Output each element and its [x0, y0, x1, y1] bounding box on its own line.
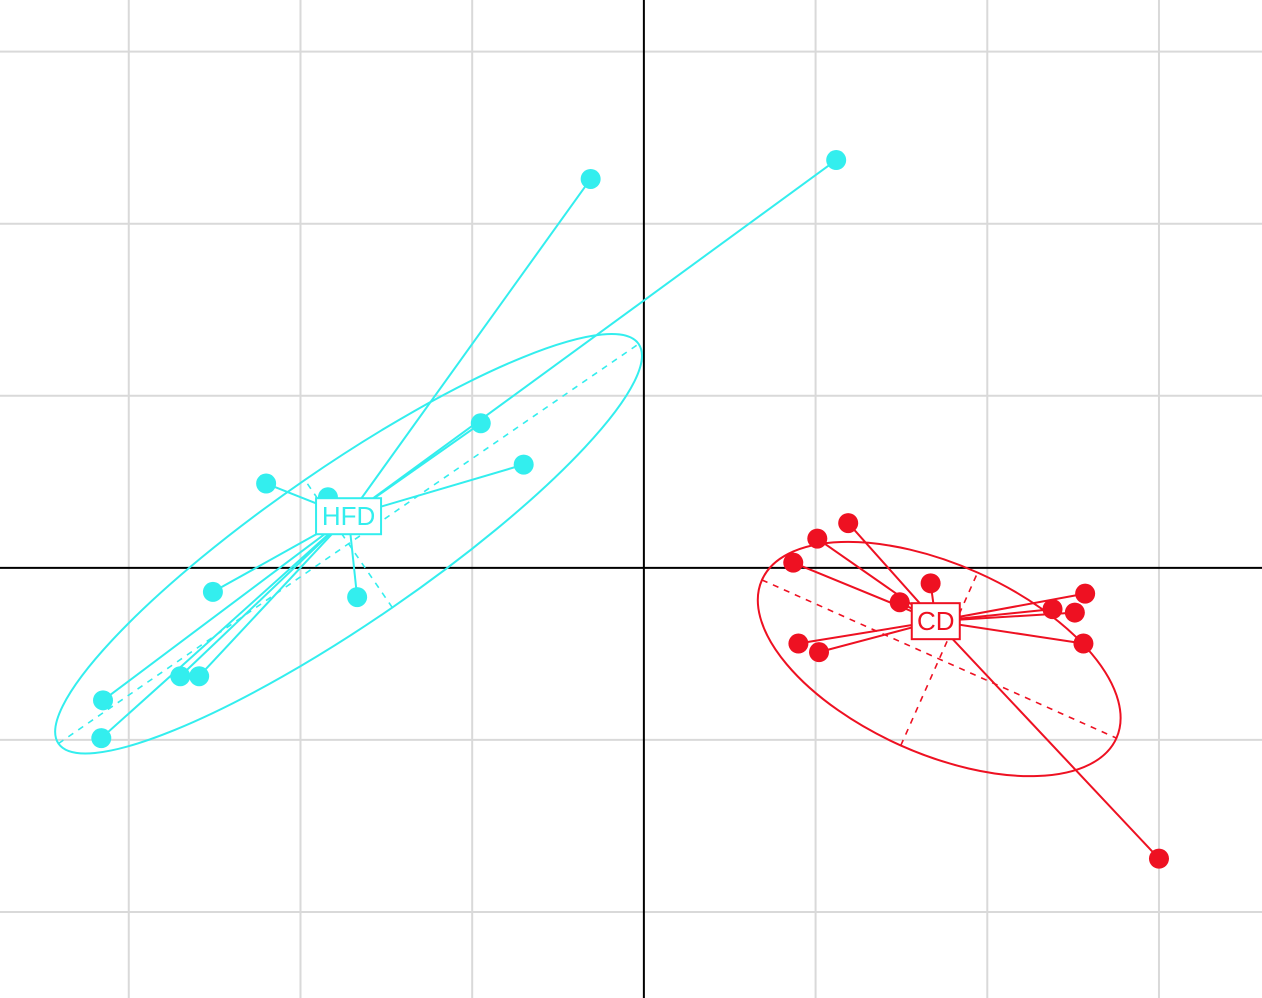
- data-point: [1064, 602, 1085, 623]
- data-point: [256, 473, 277, 494]
- data-point: [1148, 848, 1169, 869]
- data-point: [838, 513, 859, 534]
- ellipse-major-axis: [761, 579, 1117, 739]
- data-point: [1042, 599, 1063, 620]
- spoke-line: [100, 515, 350, 739]
- data-point: [189, 666, 210, 687]
- data-point: [513, 454, 534, 475]
- ellipse-minor-axis: [900, 572, 979, 746]
- series-groups: HFD CD: [54, 150, 1169, 869]
- data-point: [1075, 583, 1096, 604]
- data-point: [920, 573, 941, 594]
- data-point: [1073, 633, 1094, 654]
- spoke-line: [935, 620, 1160, 860]
- data-point: [788, 633, 809, 654]
- data-point: [170, 666, 191, 687]
- spoke-line: [102, 515, 350, 702]
- series-group: CD: [756, 513, 1169, 869]
- data-point: [470, 413, 491, 434]
- spoke-line: [198, 515, 350, 677]
- data-point: [91, 728, 112, 749]
- data-point: [347, 587, 368, 608]
- data-point: [580, 168, 601, 189]
- data-point: [93, 690, 114, 711]
- data-point: [826, 150, 847, 171]
- data-point: [889, 592, 910, 613]
- data-point: [202, 581, 223, 602]
- spoke-line: [347, 178, 592, 517]
- group-label-text: HFD: [322, 501, 375, 531]
- ellipse-minor-axis: [304, 479, 393, 609]
- group-label-box: [910, 602, 961, 641]
- group-label: CD: [910, 602, 961, 641]
- group-label-text: CD: [917, 606, 955, 636]
- data-point: [783, 552, 804, 573]
- data-point: [809, 642, 830, 663]
- spoke-line: [347, 159, 837, 518]
- spoke-line: [179, 515, 350, 677]
- group-label: HFD: [315, 497, 383, 536]
- data-point: [807, 528, 828, 549]
- series-group: HFD: [54, 150, 847, 755]
- group-label-box: [315, 497, 383, 536]
